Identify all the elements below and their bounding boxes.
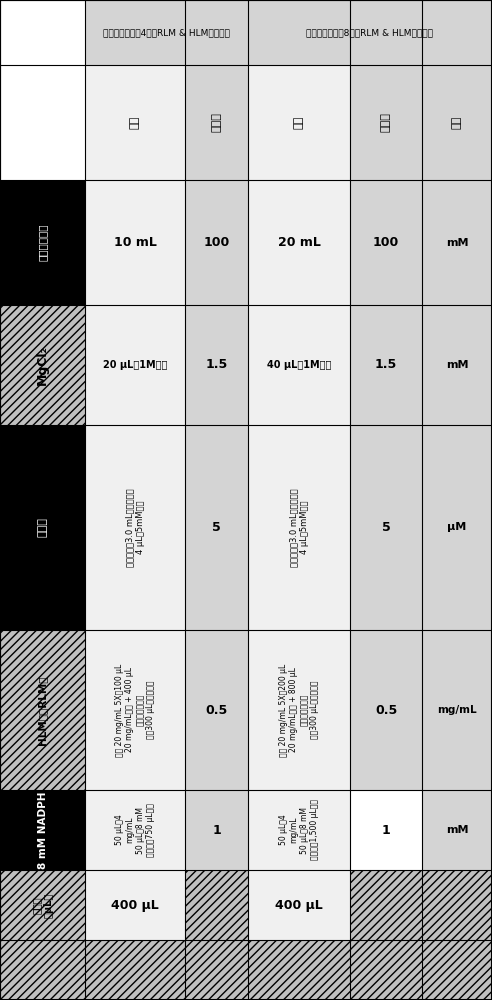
Bar	[248, 0, 492, 65]
Bar	[422, 790, 492, 870]
Bar	[248, 305, 350, 425]
Bar	[0, 940, 85, 1000]
Bar	[0, 425, 85, 630]
Text: 400 μL: 400 μL	[111, 898, 159, 912]
Bar	[350, 630, 422, 790]
Text: HLM（或RLM）: HLM（或RLM）	[37, 675, 48, 745]
Text: 稀释 20 mg/mL 5X（100 μL
20 mg/mL原液 + 400 μL
磷酸钾缓冲液）
分开300 μL进入集群管: 稀释 20 mg/mL 5X（100 μL 20 mg/mL原液 + 400 μ…	[115, 663, 155, 757]
Text: 100: 100	[373, 236, 399, 249]
Text: 混合和等分3.0 mL进入离心管
4 μL的5mM原液: 混合和等分3.0 mL进入离心管 4 μL的5mM原液	[289, 488, 308, 567]
Bar	[422, 180, 492, 305]
Text: 50 μL，4
mg/mL
50 μL，8 mM
制备最少1,500 μL溶液: 50 μL，4 mg/mL 50 μL，8 mM 制备最少1,500 μL溶液	[279, 800, 319, 860]
Bar	[350, 425, 422, 630]
Bar	[85, 940, 185, 1000]
Bar	[248, 790, 350, 870]
Text: 1: 1	[212, 824, 221, 836]
Text: 磷酸钾缓冲液: 磷酸钾缓冲液	[37, 224, 48, 261]
Text: 1.5: 1.5	[205, 359, 228, 371]
Text: 单位: 单位	[452, 116, 462, 129]
Bar	[350, 305, 422, 425]
Bar	[185, 630, 248, 790]
Text: 总体积
（μL）: 总体积 （μL）	[31, 892, 53, 918]
Text: 1.5: 1.5	[375, 359, 397, 371]
Bar	[85, 65, 185, 180]
Bar	[350, 65, 422, 180]
Text: 化合物的总数＝4（在RLM & HLM二者中）: 化合物的总数＝4（在RLM & HLM二者中）	[103, 28, 230, 37]
Bar	[248, 870, 350, 940]
Text: 1: 1	[382, 824, 390, 836]
Bar	[0, 630, 85, 790]
Text: 20 μL的1M原液: 20 μL的1M原液	[103, 360, 167, 370]
Text: 20 mL: 20 mL	[277, 236, 320, 249]
Bar	[185, 65, 248, 180]
Bar	[350, 870, 422, 940]
Text: 5: 5	[382, 521, 390, 534]
Text: 100: 100	[203, 236, 230, 249]
Text: 体积: 体积	[130, 116, 140, 129]
Bar	[248, 180, 350, 305]
Bar	[248, 940, 350, 1000]
Bar	[0, 305, 85, 425]
Bar	[350, 180, 422, 305]
Bar	[422, 630, 492, 790]
Bar	[248, 425, 350, 630]
Bar	[85, 305, 185, 425]
Text: 体积: 体积	[294, 116, 304, 129]
Text: mM: mM	[446, 825, 468, 835]
Bar	[422, 305, 492, 425]
Text: μM: μM	[447, 522, 466, 532]
Bar	[422, 870, 492, 940]
Text: 400 μL: 400 μL	[275, 898, 323, 912]
Text: 40 μL的1M原液: 40 μL的1M原液	[267, 360, 331, 370]
Bar	[350, 940, 422, 1000]
Text: 化合物的总数＝8（在RLM & HLM二者中）: 化合物的总数＝8（在RLM & HLM二者中）	[307, 28, 433, 37]
Text: 稀释 20 mg/mL 5X（200 μL
20 mg/mL原液 + 800 μL
磷酸钾缓冲液）
分开300 μL进入集群管: 稀释 20 mg/mL 5X（200 μL 20 mg/mL原液 + 800 μ…	[279, 663, 319, 757]
Text: 10 mL: 10 mL	[114, 236, 156, 249]
Bar	[185, 180, 248, 305]
Bar	[185, 790, 248, 870]
Text: MgCl₂: MgCl₂	[36, 345, 49, 385]
Text: 终浓度: 终浓度	[381, 113, 391, 132]
Bar	[85, 180, 185, 305]
Text: mM: mM	[446, 360, 468, 370]
Bar	[85, 790, 185, 870]
Text: 化合物: 化合物	[37, 518, 48, 537]
Text: mM: mM	[446, 237, 468, 247]
Bar	[422, 425, 492, 630]
Bar	[185, 425, 248, 630]
Bar	[350, 790, 422, 870]
Bar	[422, 940, 492, 1000]
Bar	[0, 790, 85, 870]
Bar	[248, 65, 350, 180]
Text: 8 mM NADPH: 8 mM NADPH	[37, 791, 48, 869]
Bar	[0, 180, 85, 305]
Bar	[185, 940, 248, 1000]
Text: 0.5: 0.5	[205, 704, 228, 716]
Bar	[248, 630, 350, 790]
Text: 5: 5	[212, 521, 221, 534]
Bar	[85, 425, 185, 630]
Bar	[85, 630, 185, 790]
Bar	[85, 870, 185, 940]
Text: 0.5: 0.5	[375, 704, 397, 716]
Bar	[422, 65, 492, 180]
Text: 50 μL，4
mg/mL
50 μL，8 mM
制备最少750 μL溶液: 50 μL，4 mg/mL 50 μL，8 mM 制备最少750 μL溶液	[115, 803, 155, 857]
Text: mg/mL: mg/mL	[437, 705, 477, 715]
Bar	[185, 305, 248, 425]
Bar	[85, 0, 248, 65]
Bar	[185, 870, 248, 940]
Text: 终浓度: 终浓度	[212, 113, 221, 132]
Text: 混合和等分3.0 mL进入离心管
4 μL的5mM原液: 混合和等分3.0 mL进入离心管 4 μL的5mM原液	[125, 488, 145, 567]
Bar	[0, 870, 85, 940]
Bar	[350, 790, 422, 870]
